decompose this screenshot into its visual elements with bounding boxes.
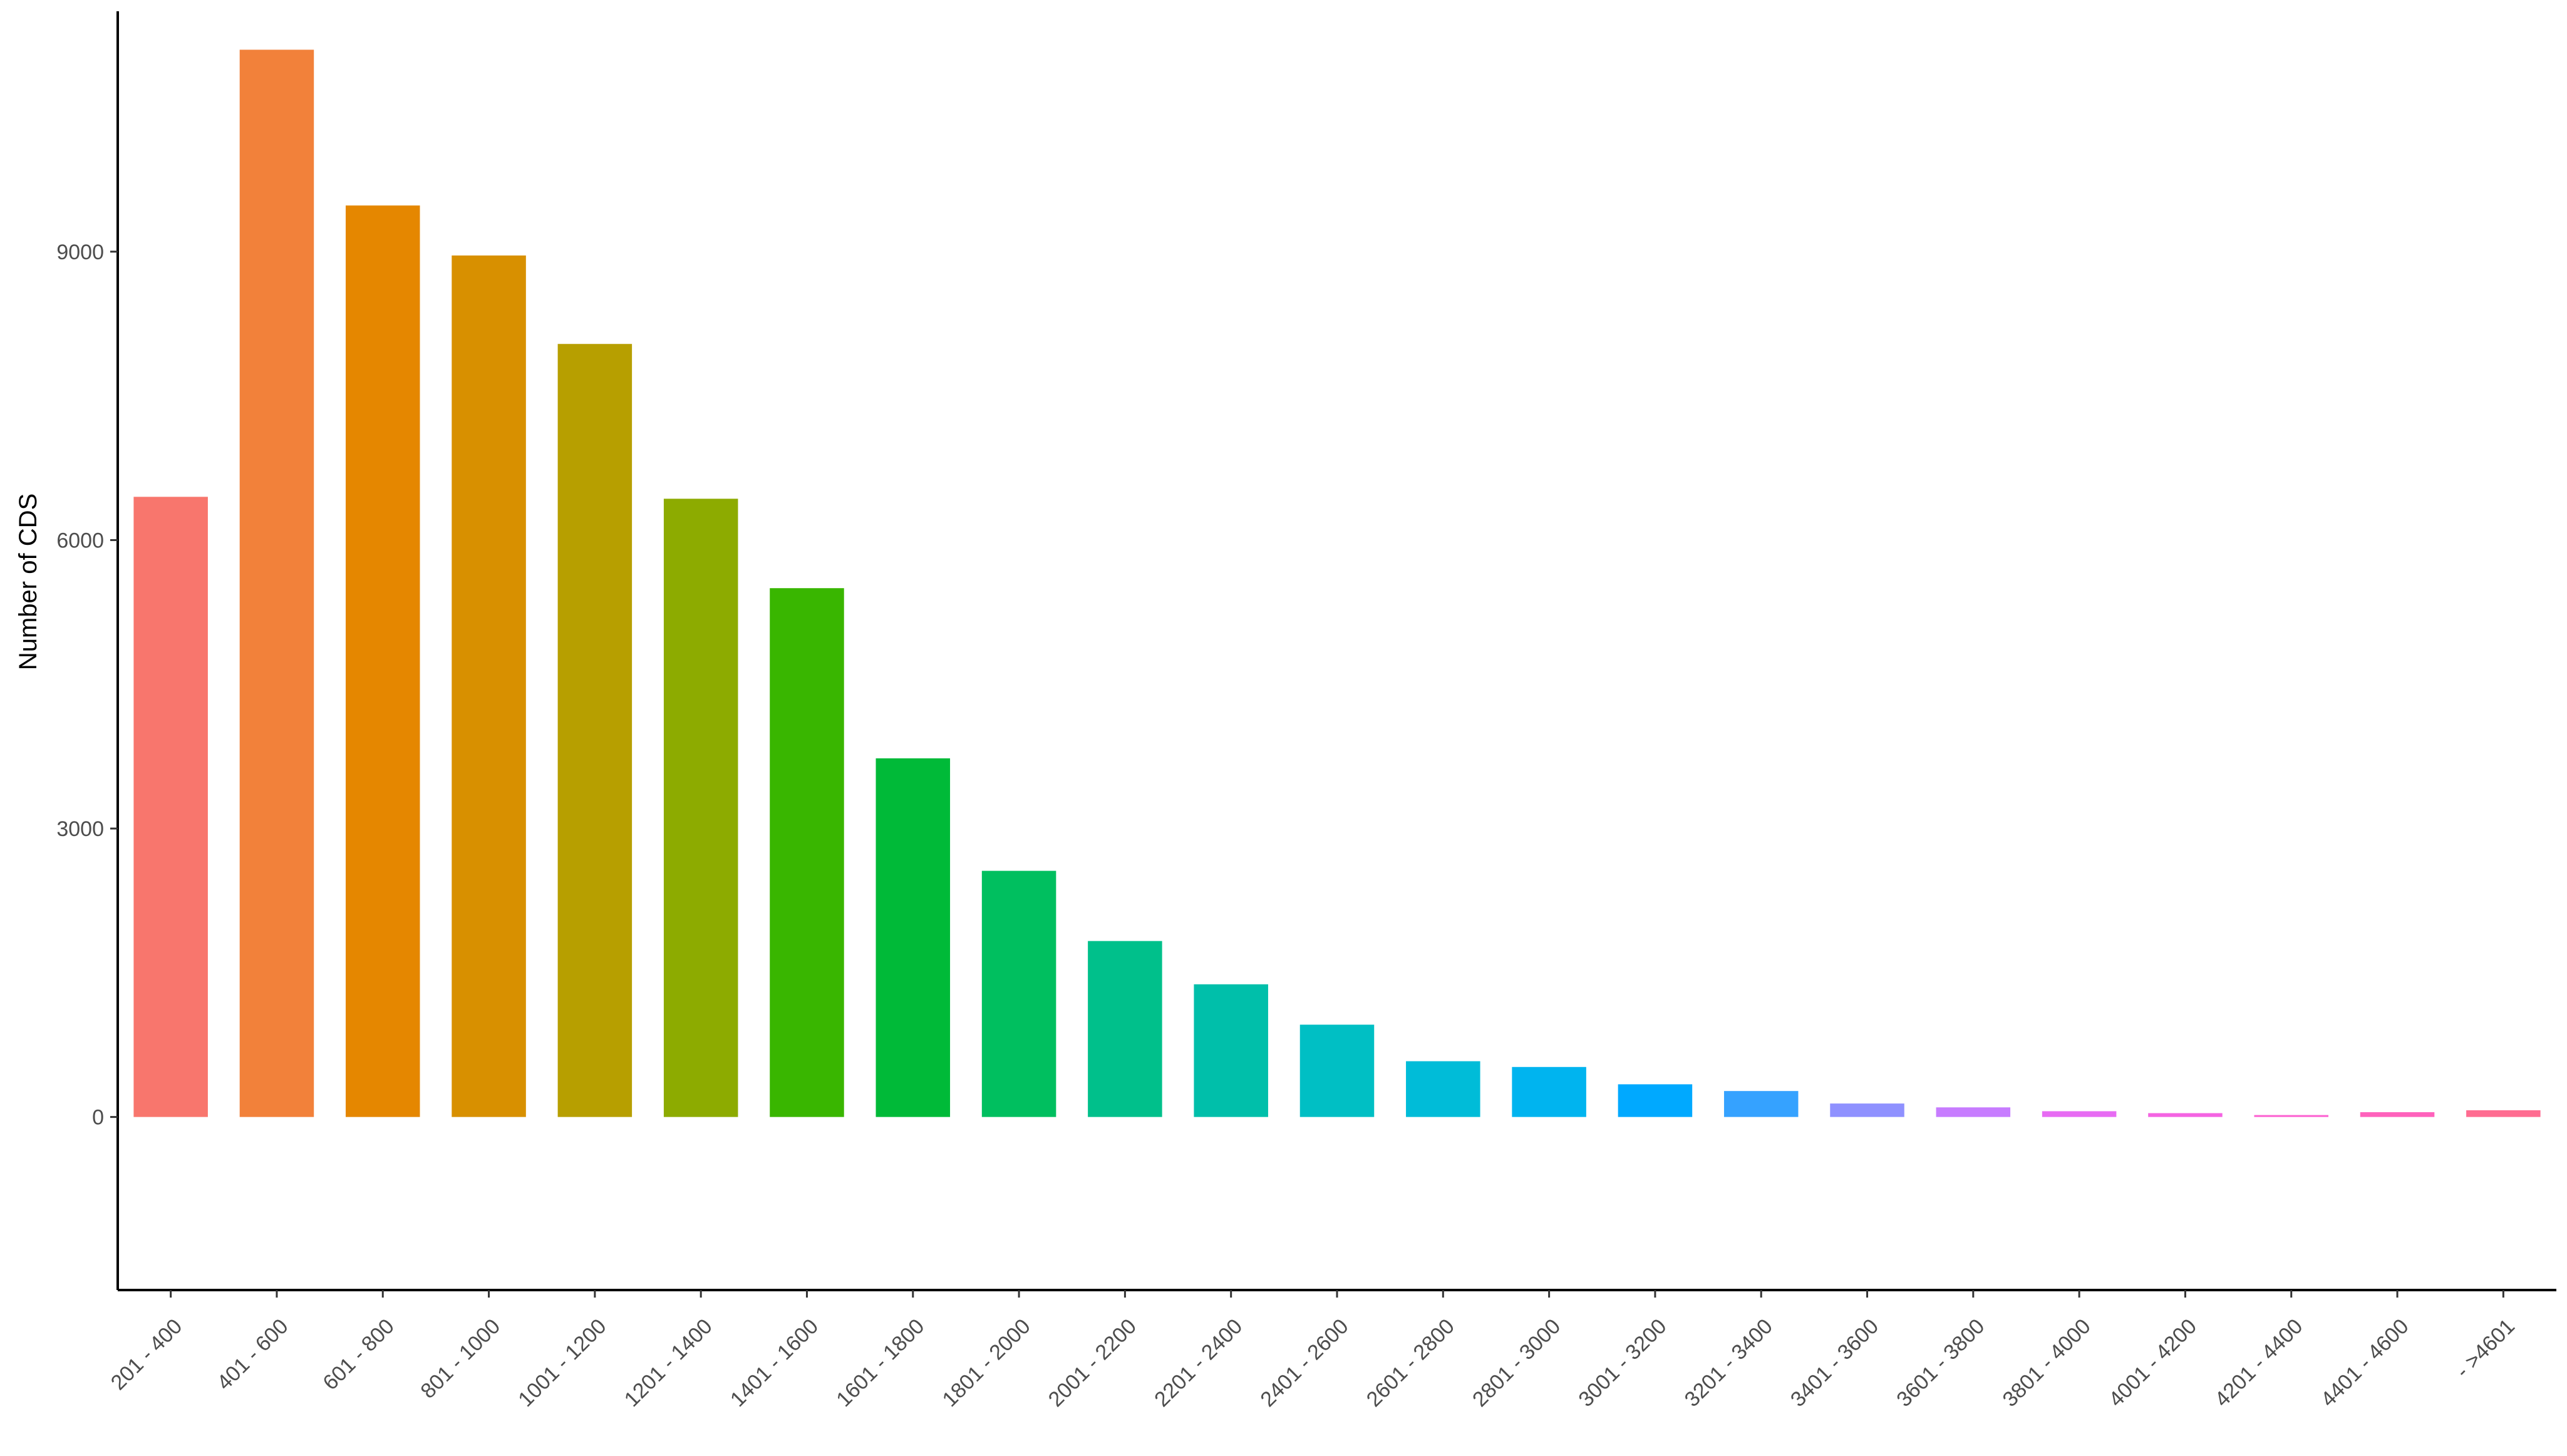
y-tick-label-1: 0 (92, 1106, 104, 1130)
bar-3 (346, 205, 420, 1117)
bar-12 (1299, 1025, 1375, 1117)
x-tick-label-2: 401 - 600 (212, 1314, 292, 1395)
y-ticks: 0 3000 6000 9000 (56, 240, 118, 1130)
x-tick-label-8: 1601 - 1800 (832, 1314, 929, 1412)
x-tick-label-10: 2001 - 2200 (1044, 1314, 1141, 1412)
x-tick-label-14: 2801 - 3000 (1468, 1314, 1565, 1412)
y-tick-label-3: 6000 (56, 529, 104, 552)
bar-15 (1618, 1084, 1693, 1117)
y-tick-label-4: 9000 (56, 240, 104, 264)
x-tick-label-13: 2601 - 2800 (1362, 1314, 1459, 1412)
x-tick-label-4: 801 - 1000 (416, 1314, 505, 1403)
bar-14 (1512, 1066, 1586, 1117)
x-tick-label-21: 4201 - 4400 (2210, 1314, 2307, 1412)
x-tick-label-12: 2401 - 2600 (1256, 1314, 1353, 1412)
bar-2 (239, 49, 314, 1117)
bar-23 (2466, 1110, 2541, 1117)
x-tick-label-23: - >4601 (2451, 1314, 2519, 1383)
bar-22 (2360, 1112, 2435, 1117)
bar-20 (2148, 1113, 2223, 1117)
bar-18 (1936, 1107, 2011, 1117)
x-tick-label-16: 3201 - 3400 (1680, 1314, 1777, 1412)
x-tick-label-20: 4001 - 4200 (2104, 1314, 2201, 1412)
x-tick-label-3: 601 - 800 (318, 1314, 398, 1395)
x-ticks: 201 - 400 401 - 600 601 - 800 801 - 1000 100… (106, 1290, 2519, 1412)
bar-5 (557, 344, 633, 1117)
bar-6 (663, 498, 738, 1117)
bar-4 (452, 255, 526, 1117)
x-tick-label-19: 3801 - 4000 (1998, 1314, 2095, 1412)
bar-7 (770, 588, 844, 1117)
x-tick-label-22: 4401 - 4600 (2316, 1314, 2413, 1412)
bar-10 (1088, 941, 1162, 1117)
bar-13 (1406, 1061, 1480, 1117)
y-tick-label-2: 3000 (56, 817, 104, 841)
bar-17 (1830, 1103, 1904, 1117)
x-tick-label-18: 3601 - 3800 (1892, 1314, 1989, 1412)
x-tick-label-17: 3401 - 3600 (1786, 1314, 1883, 1412)
bar-11 (1194, 984, 1268, 1117)
bar-16 (1723, 1091, 1799, 1117)
y-axis-title: Number of CDS (14, 493, 42, 670)
x-tick-label-7: 1401 - 1600 (726, 1314, 823, 1412)
bar-8 (875, 758, 951, 1117)
x-tick-label-1: 201 - 400 (106, 1314, 187, 1395)
bar-9 (981, 870, 1056, 1117)
x-tick-label-15: 3001 - 3200 (1574, 1314, 1671, 1412)
x-tick-label-5: 1001 - 1200 (514, 1314, 611, 1412)
bar-21 (2254, 1115, 2328, 1117)
bar-19 (2042, 1111, 2117, 1117)
x-tick-label-9: 1801 - 2000 (938, 1314, 1035, 1412)
x-tick-label-11: 2201 - 2400 (1150, 1314, 1247, 1412)
bars-layer (133, 49, 2541, 1117)
bar-1 (133, 497, 208, 1117)
x-tick-label-6: 1201 - 1400 (620, 1314, 717, 1412)
